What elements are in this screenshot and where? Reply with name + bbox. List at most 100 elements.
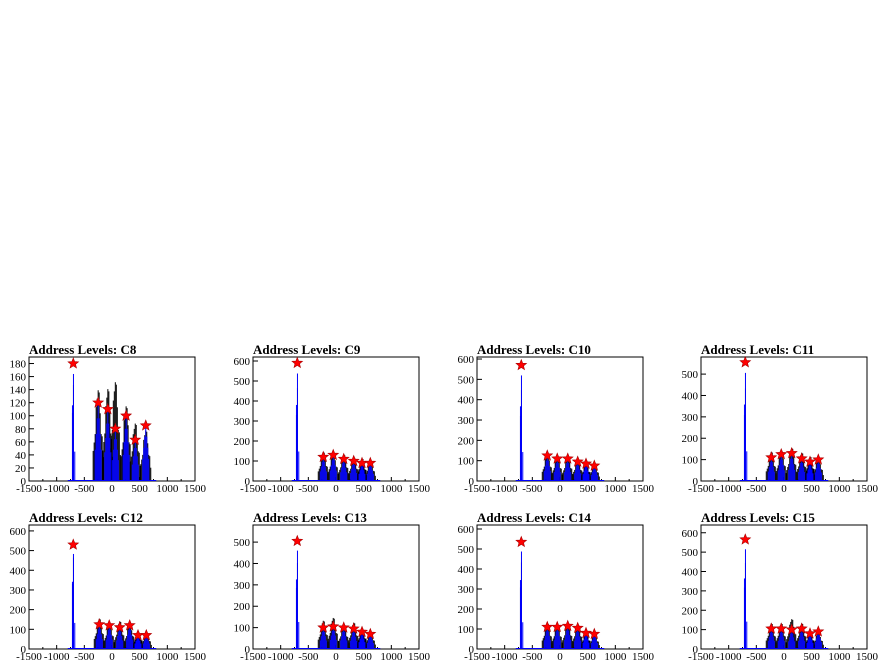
blue-peak-1: [767, 457, 775, 481]
x-tick-label: -1500: [240, 651, 266, 663]
peak-marker-1: [93, 618, 106, 630]
peak-marker-0: [67, 538, 80, 550]
x-tick-label: 500: [355, 651, 372, 663]
peak-marker-0: [67, 357, 80, 369]
y-tick-label: 500: [458, 374, 475, 386]
peak-marker-3: [337, 621, 350, 633]
x-tick-label: -500: [522, 651, 543, 663]
y-tick-label: 0: [693, 644, 699, 656]
plot-frame: [252, 356, 420, 482]
histogram-panel-4: Address Levels: C12 0 100 200 300 400 500 600 -1…: [10, 510, 207, 663]
y-tick-label: 600: [234, 356, 251, 368]
blue-peak-0: [295, 550, 300, 649]
blue-peak-3: [111, 428, 119, 481]
peak-marker-2: [775, 447, 788, 460]
peak-marker-2: [327, 448, 340, 461]
x-tick-label: 0: [109, 483, 115, 495]
y-tick-label: 200: [682, 433, 699, 445]
peak-marker-1: [317, 621, 330, 633]
peak-marker-4: [347, 622, 360, 634]
y-tick-label: 400: [234, 396, 251, 408]
y-tick-label: 600: [458, 524, 475, 536]
x-tick-label: 0: [109, 651, 115, 663]
y-tick-label: 0: [245, 644, 251, 656]
x-tick-label: 1500: [856, 651, 879, 663]
x-tick-label: -1500: [688, 483, 714, 495]
blue-peak-2: [553, 627, 561, 649]
x-tick-label: 1500: [408, 483, 431, 495]
x-tick-label: -500: [522, 483, 543, 495]
peak-marker-5: [129, 433, 142, 445]
x-tick-label: -500: [746, 483, 767, 495]
x-tick-label: 500: [803, 483, 820, 495]
blue-peak-4: [350, 628, 358, 649]
blue-peak-4: [350, 461, 358, 481]
blue-peak-6: [814, 631, 822, 649]
blue-peak-3: [788, 629, 796, 649]
x-tick-label: 0: [781, 651, 787, 663]
blue-peak-6: [142, 425, 150, 481]
x-tick-label: -500: [746, 651, 767, 663]
peak-marker-4: [795, 452, 808, 464]
x-tick-label: 1000: [380, 651, 403, 663]
y-tick-label: 600: [458, 354, 475, 366]
peak-marker-6: [139, 419, 152, 431]
peak-marker-5: [356, 625, 369, 638]
peak-marker-3: [785, 623, 798, 635]
x-tick-label: 1500: [184, 651, 207, 663]
y-tick-label: 400: [682, 567, 699, 579]
x-tick-label: -1000: [492, 651, 518, 663]
x-tick-label: -1500: [240, 483, 266, 495]
peak-marker-4: [347, 454, 360, 467]
x-tick-label: 500: [579, 483, 596, 495]
blue-peak-1: [94, 402, 102, 481]
blue-peak-2: [553, 458, 561, 481]
y-tick-label: 300: [682, 412, 699, 424]
x-tick-label: 1000: [156, 483, 179, 495]
y-tick-label: 100: [234, 456, 251, 468]
blue-peak-3: [788, 453, 796, 481]
x-tick-label: -1000: [716, 483, 742, 495]
y-tick-label: 100: [682, 455, 699, 467]
y-tick-label: 180: [10, 359, 27, 371]
x-tick-label: 0: [557, 483, 563, 495]
peak-marker-2: [327, 620, 340, 632]
blue-peak-1: [543, 627, 551, 649]
y-tick-label: 60: [15, 437, 27, 449]
y-tick-label: 200: [458, 435, 475, 447]
x-tick-label: 0: [781, 483, 787, 495]
peak-marker-1: [765, 451, 778, 463]
panel-title: Address Levels: C11: [701, 342, 814, 357]
blue-peak-5: [358, 631, 366, 649]
blue-peak-2: [329, 626, 337, 649]
y-tick-label: 200: [458, 604, 475, 616]
peak-marker-2: [551, 620, 564, 633]
blue-peak-4: [798, 628, 806, 649]
y-tick-label: 120: [10, 398, 27, 410]
x-tick-label: -1500: [16, 483, 42, 495]
y-tick-label: 200: [234, 436, 251, 448]
y-tick-label: 500: [234, 376, 251, 388]
y-tick-label: 0: [21, 644, 27, 656]
peak-marker-1: [92, 396, 105, 408]
peak-marker-4: [120, 409, 133, 421]
histogram-panel-3: Address Levels: C11 0 100 200 300 400 500 -1500…: [682, 342, 879, 495]
y-tick-label: 100: [458, 624, 475, 636]
y-tick-label: 100: [682, 625, 699, 637]
blue-peak-1: [767, 628, 775, 649]
peak-marker-0: [739, 356, 752, 368]
peak-marker-4: [571, 455, 584, 467]
peak-marker-0: [291, 356, 304, 369]
y-tick-label: 20: [15, 463, 27, 475]
panel-title: Address Levels: C15: [701, 510, 815, 525]
blue-peak-0: [743, 372, 748, 481]
y-tick-label: 400: [682, 390, 699, 402]
peak-marker-2: [103, 619, 116, 631]
panel-title: Address Levels: C12: [29, 510, 143, 525]
x-tick-label: 1000: [828, 651, 851, 663]
x-tick-label: -1000: [44, 483, 70, 495]
x-tick-label: 1000: [604, 651, 627, 663]
panel-title: Address Levels: C10: [477, 342, 591, 357]
peak-marker-6: [812, 625, 825, 637]
peak-marker-3: [561, 619, 574, 632]
